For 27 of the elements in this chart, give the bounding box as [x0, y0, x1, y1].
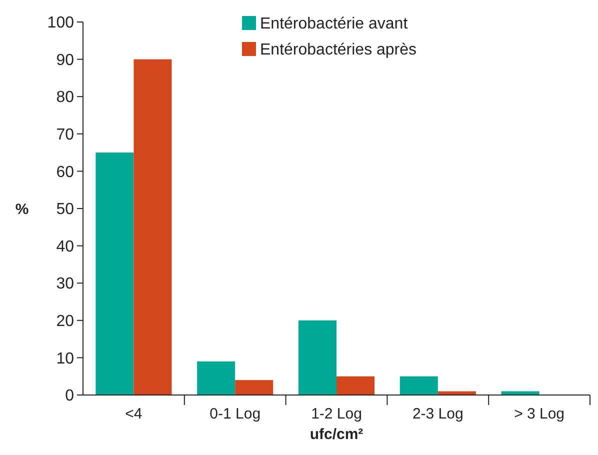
y-tick-label: 80	[56, 89, 74, 106]
bar	[134, 59, 172, 395]
y-axis-title: %	[15, 200, 29, 218]
y-tick-label: 40	[56, 238, 74, 256]
x-tick-label: 0-1 Log	[210, 405, 261, 422]
legend-label: Entérobactérie avant	[260, 16, 408, 33]
y-tick-label: 0	[65, 388, 74, 405]
y-tick-label: 100	[47, 14, 74, 32]
y-tick-label: 10	[56, 350, 74, 368]
bar	[298, 320, 336, 395]
y-tick-label: 70	[56, 126, 74, 144]
y-tick-label: 90	[56, 52, 74, 69]
y-tick-label: 30	[56, 276, 74, 293]
y-tick-label: 50	[56, 201, 74, 218]
bar	[235, 380, 274, 395]
y-tick-label: 60	[56, 164, 74, 181]
legend-label: Entérobactéries après	[260, 42, 417, 59]
bar	[96, 152, 134, 395]
bar	[400, 376, 438, 395]
bar	[336, 376, 375, 395]
x-tick-label: <4	[125, 405, 142, 422]
x-axis-title: ufc/cm²	[310, 426, 364, 443]
x-tick-label: > 3 Log	[514, 405, 565, 422]
x-tick-label: 2-3 Log	[412, 405, 464, 422]
y-tick-label: 20	[56, 313, 74, 330]
bar	[197, 361, 236, 395]
x-tick-label: 1-2 Log	[311, 405, 362, 422]
